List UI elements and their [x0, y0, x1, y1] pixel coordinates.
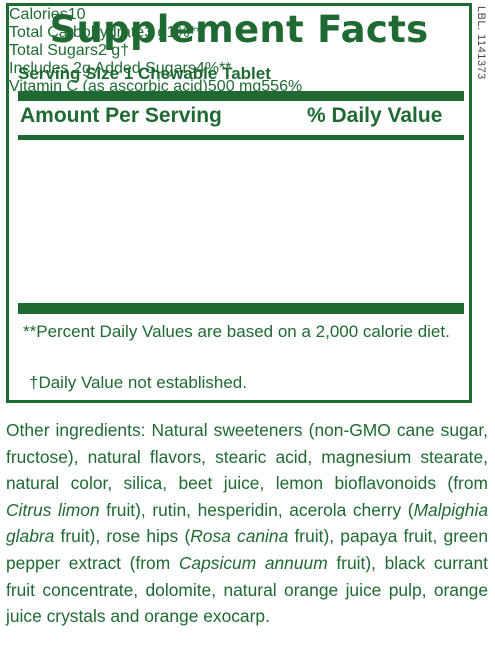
- nutrient-amount: 3 g: [144, 24, 167, 41]
- nutrient-amount: 500 mg: [207, 78, 262, 95]
- label-code: LBL. 1141373: [475, 6, 487, 80]
- header-amount: Amount Per Serving: [20, 104, 222, 127]
- nutrient-name: Vitamin C (as ascorbic acid): [9, 78, 208, 95]
- nutrient-name: Total Sugars: [9, 42, 98, 59]
- nutrient-name: Calories: [9, 6, 68, 23]
- ingredient-text: fruit), black currant fruit concentrate,…: [6, 552, 488, 627]
- ingredients: Other ingredients: Natural sweeteners (n…: [6, 417, 488, 630]
- ingredient-text: fruit), rose hips (: [54, 526, 191, 547]
- title: Supplement Facts: [49, 8, 429, 51]
- ingredient-text: fruit), papaya fruit, green pepper extra…: [6, 526, 488, 573]
- nutrient-row: Total Carbohydrate3 g1%**: [9, 24, 469, 42]
- divider: [18, 135, 464, 140]
- nutrient-dv: 1%**: [166, 24, 203, 41]
- header-dv: % Daily Value: [307, 104, 443, 127]
- nutrient-dv: 4%**: [195, 60, 232, 77]
- ingredient-text: Other ingredients: Natural sweeteners (n…: [6, 420, 488, 494]
- ingredient-latin: Rosa canina: [190, 526, 289, 547]
- nutrient-amount: 2 g: [97, 42, 121, 59]
- nutrient-dv: 556%: [261, 78, 303, 95]
- nutrient-name: Includes 2g Added Sugars: [9, 60, 196, 77]
- ingredient-text: fruit), rutin, hesperidin, acerola cherr…: [99, 499, 414, 520]
- ingredient-latin: Malpighia glabra: [6, 499, 488, 547]
- nutrient-amount: 10: [67, 6, 86, 23]
- serving-size: Serving Size 1 Chewable Tablet: [18, 64, 271, 83]
- nutrient-name: Total Carbohydrate: [9, 24, 145, 41]
- divider: [18, 91, 464, 101]
- footnote: †Daily Value not established.: [29, 373, 247, 392]
- divider: [18, 303, 464, 314]
- facts-panel: Supplement Facts Serving Size 1 Chewable…: [6, 3, 472, 403]
- nutrient-row: Includes 2g Added Sugars4%**: [9, 60, 469, 78]
- nutrient-row: Calories10: [9, 6, 469, 24]
- ingredient-latin: Capsicum annuum: [178, 552, 328, 573]
- ingredient-latin: Citrus limon: [6, 499, 100, 520]
- rows: Calories10 Total Carbohydrate3 g1%** Total…: [9, 6, 469, 96]
- nutrient-row: Total Sugars2 g†: [9, 42, 469, 60]
- footnote: **Percent Daily Values are based on a 2,…: [23, 322, 450, 341]
- nutrient-dv: †: [120, 42, 130, 59]
- nutrient-row: Vitamin C (as ascorbic acid)500 mg556%: [9, 78, 469, 96]
